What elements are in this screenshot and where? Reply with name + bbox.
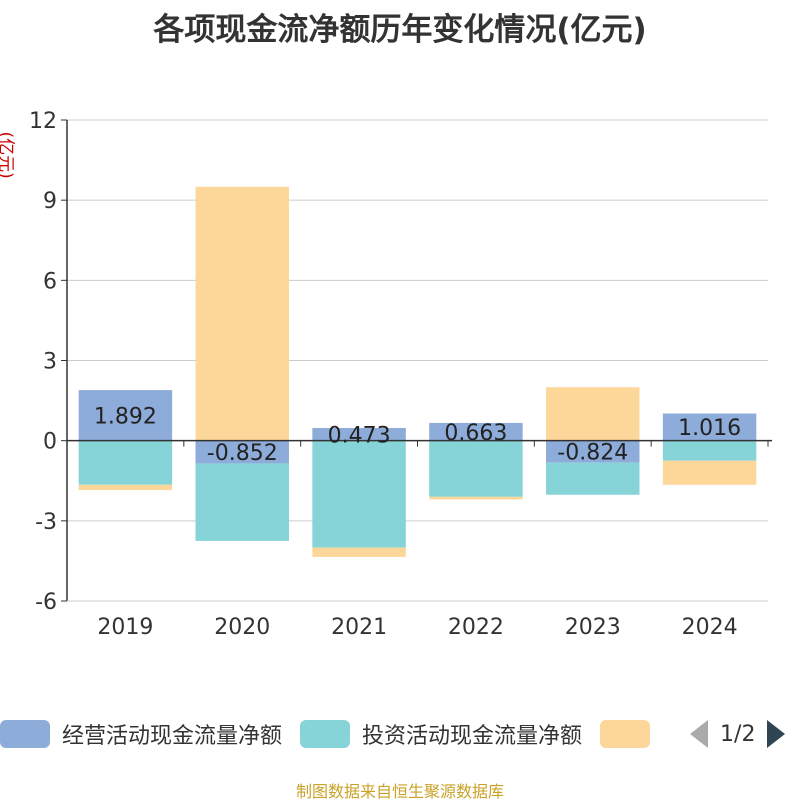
bar-operating-2020[interactable] (195, 440, 289, 464)
legend-prev-arrow-icon[interactable] (690, 720, 709, 748)
bar-financing-2019[interactable] (78, 484, 173, 491)
x-tick-label: 2020 (214, 615, 270, 640)
y-tick-label: 3 (43, 350, 57, 375)
data-label-operating: 1.892 (94, 404, 157, 429)
legend-item-operating[interactable]: 经营活动现金流量净额 (0, 718, 282, 750)
data-label-operating: -0.824 (557, 441, 628, 466)
y-tick-label: 0 (43, 430, 57, 455)
data-label-operating: 0.473 (328, 423, 391, 448)
legend-next-arrow-icon[interactable] (767, 720, 786, 748)
bar-financing-2023[interactable] (546, 387, 640, 441)
bar-investing-2024[interactable] (662, 440, 757, 461)
data-label-operating: 1.016 (678, 416, 741, 441)
y-tick-label: -3 (35, 510, 57, 535)
x-tick-label: 2021 (331, 615, 387, 640)
bar-operating-2022[interactable] (429, 422, 523, 441)
y-tick-label: -6 (35, 590, 57, 615)
bar-investing-2022[interactable] (429, 440, 523, 497)
legend-label-operating: 经营活动现金流量净额 (62, 724, 283, 749)
bar-financing-2020[interactable] (195, 186, 289, 441)
data-label-operating: 0.663 (444, 421, 507, 446)
legend: 经营活动现金流量净额 投资活动现金流量净额 1/2 (0, 716, 800, 752)
legend-swatch-operating (0, 720, 50, 748)
y-tick-label: 6 (43, 269, 57, 294)
legend-item-investing[interactable]: 投资活动现金流量净额 (300, 718, 582, 750)
bar-operating-2023[interactable] (546, 440, 640, 463)
bar-operating-2024[interactable] (662, 413, 757, 441)
y-tick-label: 9 (43, 189, 57, 214)
chart-title: 各项现金流净额历年变化情况(亿元) (153, 12, 647, 48)
legend-item-financing[interactable] (600, 720, 662, 748)
bar-financing-2021[interactable] (312, 547, 406, 557)
bar-investing-2023[interactable] (546, 462, 640, 495)
data-label-operating: -0.852 (207, 441, 278, 466)
x-tick-label: 2023 (565, 615, 621, 640)
x-tick-label: 2024 (682, 615, 738, 640)
stacked-bar-chart: 12 9 6 3 0 -3 -6 2019 2020 2021 2022 2023 2024 1.892 -… (29, 109, 772, 640)
legend-swatch-financing (600, 720, 651, 748)
bar-operating-2019[interactable] (78, 390, 173, 441)
x-tick-label: 2022 (448, 615, 504, 640)
x-tick-label: 2019 (97, 615, 153, 640)
legend-pager: 1/2 (690, 720, 786, 748)
legend-page-indicator: 1/2 (720, 721, 756, 747)
legend-label-investing: 投资活动现金流量净额 (362, 724, 583, 749)
bar-financing-2022[interactable] (429, 496, 523, 500)
y-tick-label: 12 (29, 109, 57, 134)
bar-investing-2021[interactable] (312, 440, 406, 548)
legend-swatch-investing (300, 720, 351, 748)
bar-operating-2021[interactable] (312, 428, 406, 441)
bar-investing-2020[interactable] (195, 463, 289, 541)
data-source-note: 制图数据来自恒生聚源数据库 (295, 782, 504, 801)
bar-investing-2019[interactable] (78, 440, 173, 485)
bar-financing-2024[interactable] (662, 460, 757, 485)
